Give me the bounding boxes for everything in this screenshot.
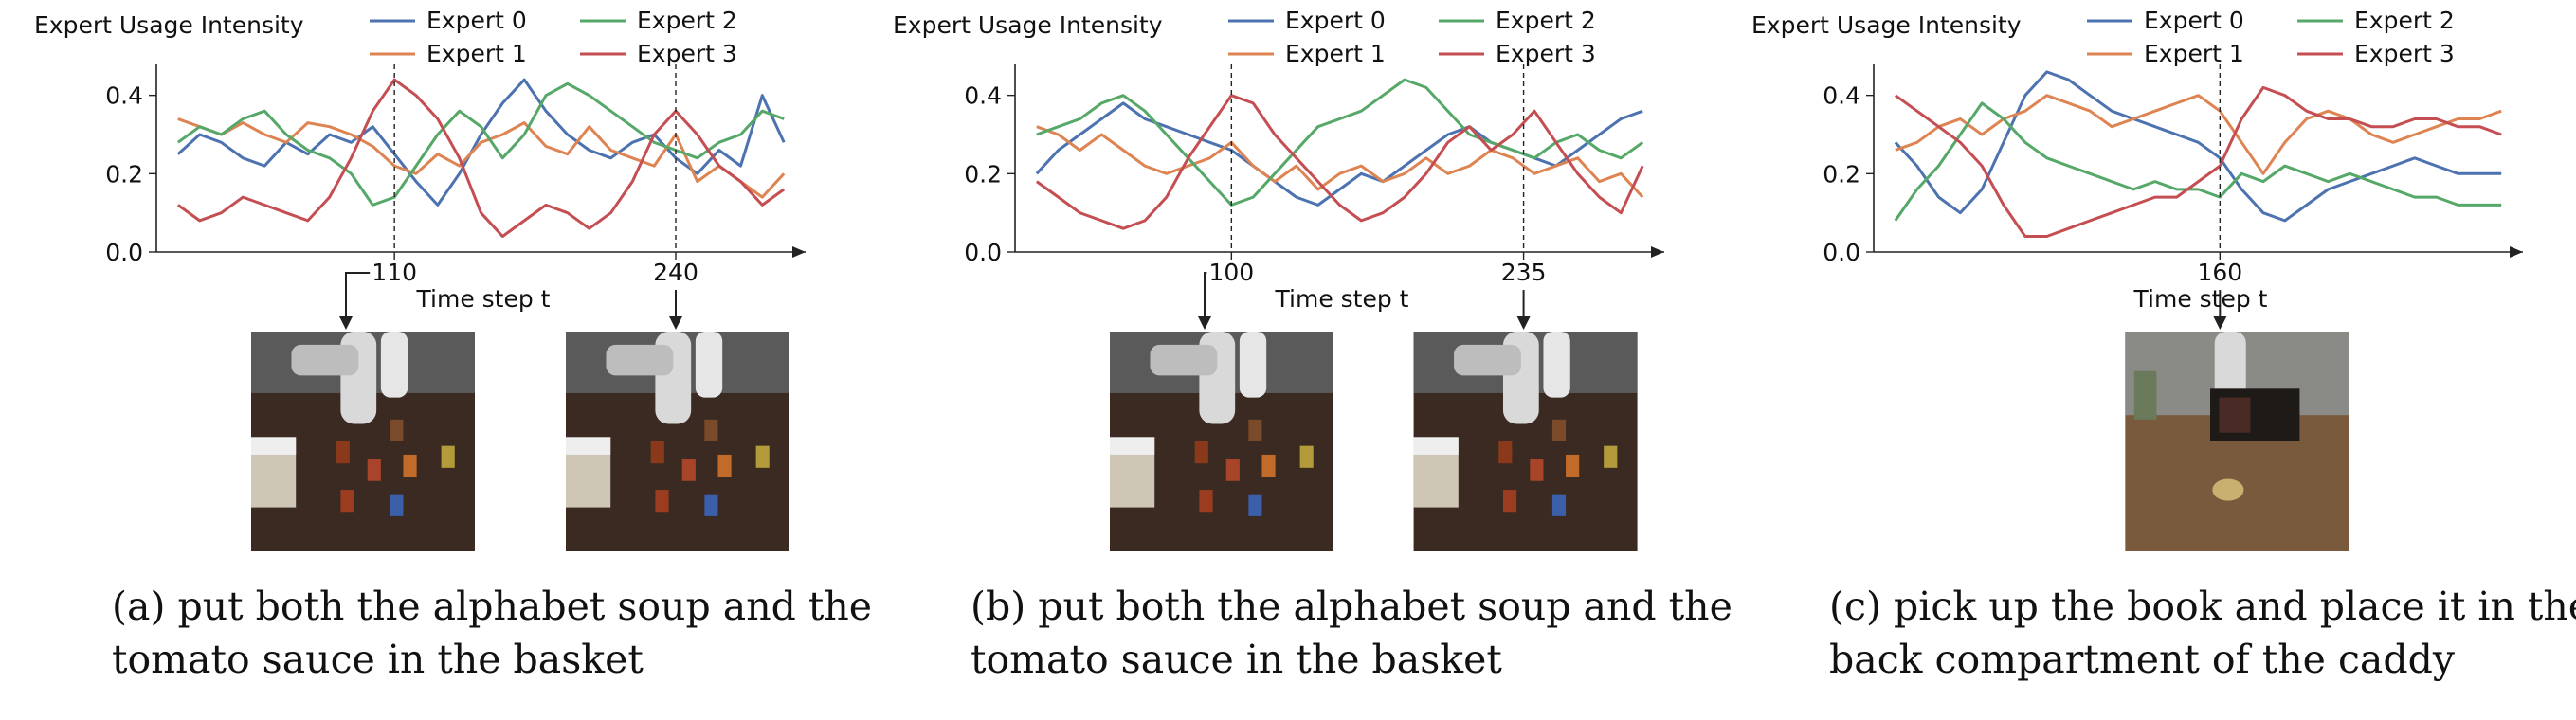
x-tick-label: 100 bbox=[1208, 259, 1254, 286]
pointer-arrowhead bbox=[2213, 316, 2227, 330]
legend-entry: Expert 1 bbox=[426, 40, 527, 67]
legend-entry: Expert 2 bbox=[2354, 7, 2455, 34]
chart-c: Expert Usage Intensity Expert 0 Expert 1 Ex… bbox=[1751, 7, 2523, 551]
pointer-arrow bbox=[1204, 272, 1207, 322]
series-line-expert-3 bbox=[1894, 85, 2502, 238]
x-axis-arrow bbox=[1651, 246, 1664, 258]
legend-entry: Expert 3 bbox=[637, 40, 737, 67]
pointer-arrowhead bbox=[1198, 316, 1211, 330]
caption-label: (b) bbox=[971, 584, 1026, 629]
legend-entry: Expert 3 bbox=[2354, 40, 2455, 67]
y-tick-label: 0.4 bbox=[964, 82, 1002, 110]
y-axis-label: Expert Usage Intensity bbox=[34, 11, 304, 39]
legend-entry: Expert 0 bbox=[2144, 7, 2244, 34]
y-tick-label: 0.2 bbox=[105, 160, 143, 188]
legend-entry: Expert 1 bbox=[2144, 40, 2244, 67]
series-line-expert-3 bbox=[1035, 94, 1644, 230]
series-line-expert-0 bbox=[176, 78, 786, 207]
series-line-expert-2 bbox=[176, 81, 785, 207]
x-tick-label: 235 bbox=[1501, 259, 1547, 286]
series-line-expert-1 bbox=[1895, 94, 2502, 175]
caption-text: put both the alphabet soup and the tomat… bbox=[971, 584, 1732, 682]
robot-basket-scene-icon bbox=[1110, 332, 1333, 551]
x-axis-label: Time step t bbox=[1275, 285, 1409, 313]
x-axis-label: Time step t bbox=[416, 285, 551, 313]
robot-basket-scene-icon bbox=[1413, 332, 1638, 551]
y-tick-label: 0.2 bbox=[964, 160, 1002, 188]
series-line-expert-0 bbox=[1035, 101, 1643, 207]
panel-b: Expert Usage Intensity Expert 0 Expert 1 Ex… bbox=[859, 0, 1732, 720]
caption-label: (c) bbox=[1829, 584, 1881, 629]
series-line-expert-3 bbox=[176, 78, 786, 238]
series-line-expert-0 bbox=[1894, 70, 2502, 223]
pointer-arrowhead bbox=[339, 316, 353, 330]
x-tick-label: 160 bbox=[2197, 259, 2242, 286]
y-tick-label: 0.0 bbox=[964, 239, 1002, 266]
legend-entry: Expert 2 bbox=[637, 7, 737, 34]
panel-c: Expert Usage Intensity Expert 0 Expert 1 Ex… bbox=[1717, 0, 2576, 720]
legend-entry: Expert 0 bbox=[1285, 7, 1386, 34]
x-axis-arrow bbox=[2510, 246, 2523, 258]
y-tick-label: 0.2 bbox=[1823, 160, 1860, 188]
caption-a: (a) put both the alphabet soup and the t… bbox=[112, 580, 889, 686]
y-tick-label: 0.0 bbox=[105, 239, 143, 266]
x-tick-label: 110 bbox=[372, 259, 417, 286]
legend-entry: Expert 0 bbox=[426, 7, 527, 34]
chart-b: Expert Usage Intensity Expert 0 Expert 1 Ex… bbox=[893, 7, 1664, 551]
caption-text: put both the alphabet soup and the tomat… bbox=[112, 584, 873, 682]
caption-c: (c) pick up the book and place it in the… bbox=[1829, 580, 2576, 686]
series-line-expert-2 bbox=[1894, 101, 2502, 222]
y-axis-label: Expert Usage Intensity bbox=[893, 11, 1163, 39]
legend-entry: Expert 1 bbox=[1285, 40, 1386, 67]
y-tick-label: 0.0 bbox=[1823, 239, 1860, 266]
pointer-arrowhead bbox=[669, 316, 682, 330]
legend-entry: Expert 2 bbox=[1496, 7, 1596, 34]
caption-b: (b) put both the alphabet soup and the t… bbox=[971, 580, 1748, 686]
y-axis-label: Expert Usage Intensity bbox=[1751, 11, 2022, 39]
x-axis-label: Time step t bbox=[2133, 285, 2268, 313]
pointer-arrowhead bbox=[1516, 316, 1531, 330]
x-axis-arrow bbox=[792, 246, 806, 258]
x-tick-label: 240 bbox=[653, 259, 698, 286]
legend-entry: Expert 3 bbox=[1496, 40, 1596, 67]
chart-a: Expert Usage Intensity Expert 0 Expert 1 Ex… bbox=[34, 7, 806, 551]
series-line-expert-2 bbox=[1036, 78, 1644, 207]
series-line-expert-1 bbox=[177, 117, 786, 199]
robot-basket-scene-icon bbox=[251, 332, 475, 551]
panel-a: Expert Usage Intensity Expert 0 Expert 1 Ex… bbox=[0, 0, 872, 720]
caption-text: pick up the book and place it in the bac… bbox=[1829, 584, 2576, 682]
caption-label: (a) bbox=[112, 584, 166, 629]
pointer-arrow bbox=[345, 272, 371, 322]
series-line-expert-1 bbox=[1036, 125, 1644, 199]
y-tick-label: 0.4 bbox=[105, 82, 143, 110]
y-tick-label: 0.4 bbox=[1823, 82, 1860, 110]
robot-basket-scene-icon bbox=[566, 332, 789, 551]
robot-caddy-scene-icon bbox=[2125, 332, 2349, 551]
